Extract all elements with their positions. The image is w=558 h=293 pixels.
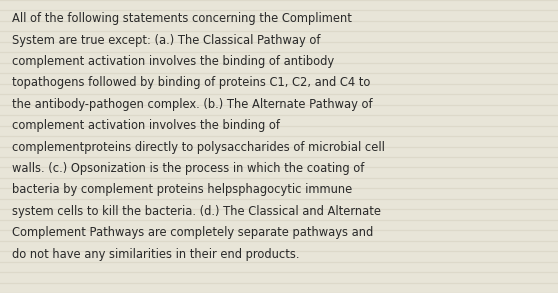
Text: complementproteins directly to polysaccharides of microbial cell: complementproteins directly to polysacch… [12, 141, 385, 154]
Text: walls. (c.) Opsonization is the process in which the coating of: walls. (c.) Opsonization is the process … [12, 162, 364, 175]
Text: All of the following statements concerning the Compliment: All of the following statements concerni… [12, 12, 352, 25]
Text: do not have any similarities in their end products.: do not have any similarities in their en… [12, 248, 300, 260]
Text: complement activation involves the binding of: complement activation involves the bindi… [12, 119, 280, 132]
Text: Complement Pathways are completely separate pathways and: Complement Pathways are completely separ… [12, 226, 373, 239]
Text: bacteria by complement proteins helpsphagocytic immune: bacteria by complement proteins helpspha… [12, 183, 353, 196]
Text: system cells to kill the bacteria. (d.) The Classical and Alternate: system cells to kill the bacteria. (d.) … [12, 205, 381, 218]
Text: System are true except: (a.) The Classical Pathway of: System are true except: (a.) The Classic… [12, 34, 321, 47]
Text: topathogens followed by binding of proteins C1, C2, and C4 to: topathogens followed by binding of prote… [12, 76, 371, 89]
Text: the antibody-pathogen complex. (b.) The Alternate Pathway of: the antibody-pathogen complex. (b.) The … [12, 98, 373, 111]
Text: complement activation involves the binding of antibody: complement activation involves the bindi… [12, 55, 334, 68]
